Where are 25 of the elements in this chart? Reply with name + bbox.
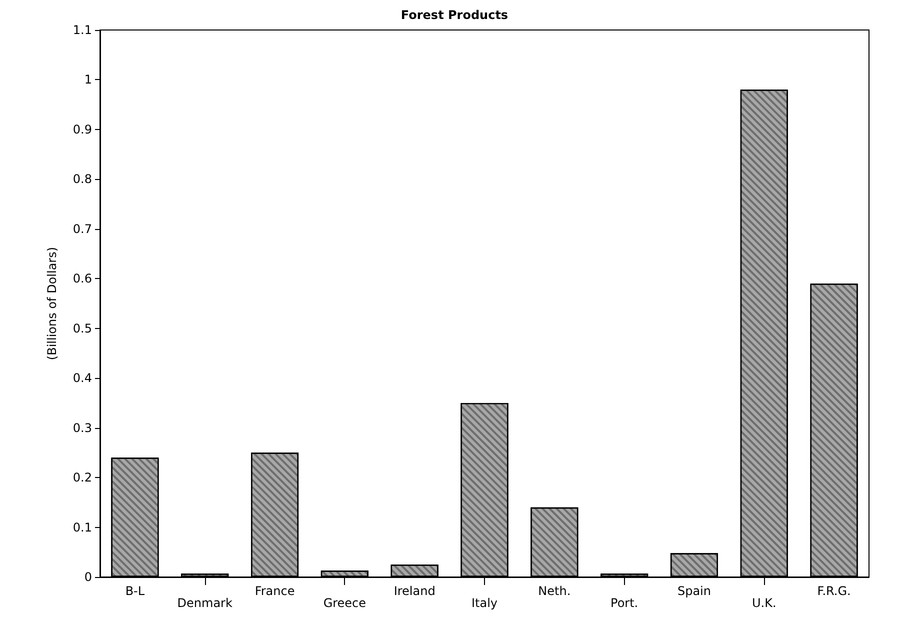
x-tick-label: Greece: [323, 596, 366, 610]
y-axis-title: (Billions of Dollars): [45, 246, 59, 360]
y-tick-label: 0.8: [72, 172, 92, 186]
y-tick-label: 0.9: [72, 122, 92, 136]
x-tick-label: Port.: [610, 596, 638, 610]
y-tick-label: 0: [84, 570, 92, 584]
chart-title: Forest Products: [400, 8, 508, 22]
x-tick-label: B-L: [125, 584, 145, 598]
x-tick-label: Ireland: [394, 584, 436, 598]
y-tick-label: 0.2: [72, 470, 92, 485]
x-tick-label: U.K.: [752, 596, 776, 610]
x-tick-label: Italy: [471, 596, 498, 610]
y-tick-label: 0.7: [72, 222, 92, 236]
y-tick-label: 0.6: [72, 272, 92, 286]
x-tick-label: Neth.: [538, 584, 571, 598]
x-tick-label: Spain: [677, 584, 711, 598]
y-tick-label: 1: [84, 72, 92, 87]
x-tick-label: F.R.G.: [817, 584, 851, 598]
y-tick-label: 0.5: [72, 321, 92, 336]
x-tick-label: Denmark: [177, 596, 232, 610]
y-tick-label: 0.1: [72, 520, 92, 534]
y-tick-label: 0.3: [72, 420, 92, 435]
x-tick-label: France: [254, 584, 295, 598]
y-tick-label: 1.1: [72, 23, 92, 37]
y-tick-label: 0.4: [72, 371, 92, 386]
